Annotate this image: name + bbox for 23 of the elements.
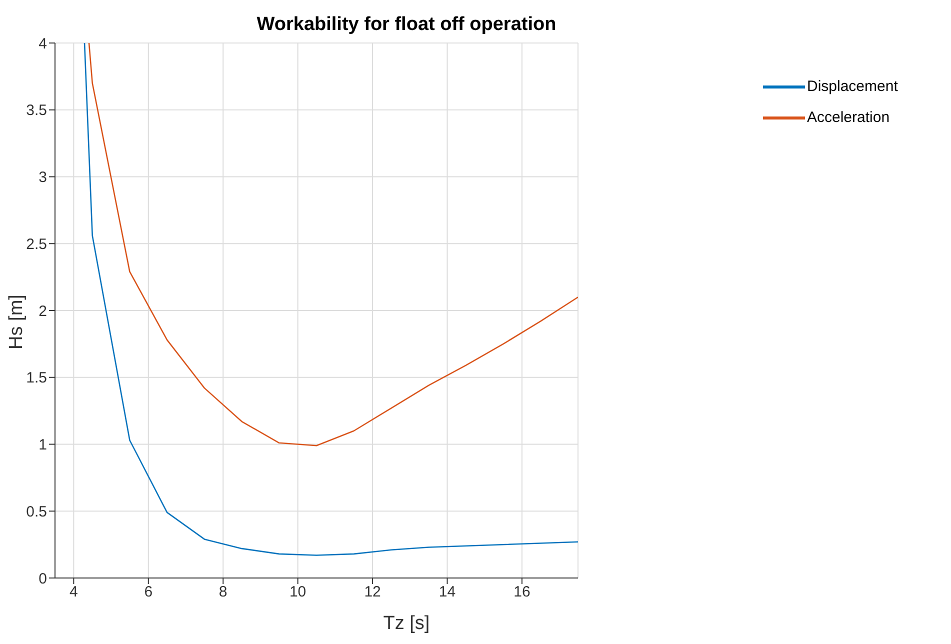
x-tick-label: 16 <box>514 584 530 601</box>
y-tick-label: 3.5 <box>26 102 47 120</box>
y-tick-label: 2 <box>38 302 47 320</box>
chart-title: Workability for float off operation <box>256 14 558 36</box>
x-tick-label: 6 <box>144 584 153 601</box>
x-tick-label: 14 <box>438 584 456 601</box>
legend-label: Displacement <box>807 78 898 95</box>
line-series <box>88 43 578 446</box>
x-tick-label: 4 <box>70 584 78 601</box>
x-tick-label: 10 <box>289 584 306 601</box>
y-tick-label: 0.5 <box>26 503 47 520</box>
y-tick-label: 2.5 <box>26 236 47 253</box>
y-tick-label: 0 <box>38 570 47 588</box>
y-tick-label: 1 <box>38 436 47 454</box>
line-series <box>84 43 578 556</box>
y-axis-title: Hs [m] <box>6 294 27 350</box>
x-tick-label: 12 <box>364 584 381 601</box>
y-tick-label: 4 <box>38 35 47 52</box>
y-tick-label: 3 <box>38 169 47 186</box>
x-axis-title: Tz [s] <box>382 613 431 635</box>
y-tick-label: 1.5 <box>26 370 47 387</box>
x-tick-label: 8 <box>218 584 228 601</box>
legend-label: Acceleration <box>807 109 890 126</box>
